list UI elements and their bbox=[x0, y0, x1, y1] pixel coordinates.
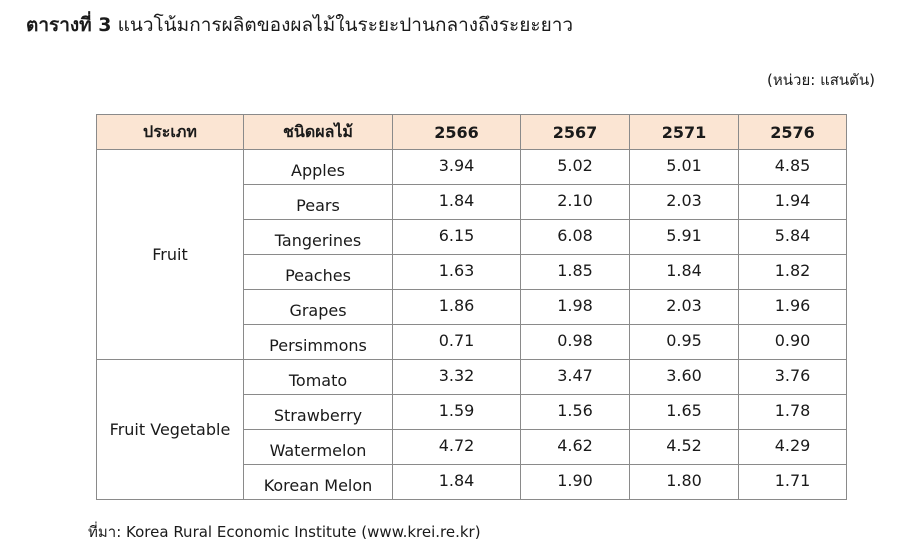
table-row: Tangerines 6.15 6.08 5.91 5.84 bbox=[97, 219, 847, 255]
value-cell: 3.47 bbox=[520, 359, 630, 395]
table-row: Fruit Apples 3.94 5.02 5.01 4.85 bbox=[96, 149, 847, 360]
value-cell: 1.63 bbox=[392, 254, 521, 290]
fruit-name-cell: Strawberry bbox=[243, 394, 393, 430]
table-title-text: แนวโน้มการผลิตของผลไม้ในระยะปานกลางถึงระ… bbox=[117, 14, 574, 36]
value-cell: 4.29 bbox=[738, 429, 847, 465]
fruit-name-cell: Tangerines bbox=[243, 219, 393, 255]
fruit-name-cell: Watermelon bbox=[243, 429, 393, 465]
header-fruit-type: ชนิดผลไม้ bbox=[243, 114, 393, 150]
value-cell: 0.98 bbox=[520, 324, 630, 360]
value-cell: 1.84 bbox=[392, 464, 521, 500]
header-category: ประเภท bbox=[96, 114, 244, 150]
table-row: Persimmons 0.71 0.98 0.95 0.90 bbox=[97, 324, 847, 360]
value-cell: 3.76 bbox=[738, 359, 847, 395]
source-note: ที่มา: Korea Rural Economic Institute (w… bbox=[88, 523, 481, 541]
value-cell: 5.02 bbox=[520, 149, 630, 185]
value-cell: 2.03 bbox=[629, 184, 739, 220]
value-cell: 5.01 bbox=[629, 149, 739, 185]
value-cell: 1.59 bbox=[392, 394, 521, 430]
value-cell: 6.08 bbox=[520, 219, 630, 255]
table-row: Korean Melon 1.84 1.90 1.80 1.71 bbox=[97, 464, 847, 500]
table-number: ตารางที่ 3 bbox=[26, 14, 112, 36]
value-cell: 0.71 bbox=[392, 324, 521, 360]
header-row: ประเภท ชนิดผลไม้ 2566 2567 2571 2576 bbox=[96, 114, 847, 150]
value-cell: 2.10 bbox=[520, 184, 630, 220]
value-cell: 3.60 bbox=[629, 359, 739, 395]
value-cell: 4.62 bbox=[520, 429, 630, 465]
table-row: Grapes 1.86 1.98 2.03 1.96 bbox=[97, 289, 847, 325]
value-cell: 1.85 bbox=[520, 254, 630, 290]
value-cell: 4.72 bbox=[392, 429, 521, 465]
table-row: Fruit Vegetable Tomato 3.32 3.47 3.60 3.76 bbox=[96, 359, 847, 500]
value-cell: 1.84 bbox=[629, 254, 739, 290]
fruit-name-cell: Persimmons bbox=[243, 324, 393, 360]
value-cell: 0.95 bbox=[629, 324, 739, 360]
value-cell: 1.90 bbox=[520, 464, 630, 500]
header-year-2567: 2567 bbox=[520, 114, 630, 150]
table-row: Peaches 1.63 1.85 1.84 1.82 bbox=[97, 254, 847, 290]
header-year-2566: 2566 bbox=[392, 114, 521, 150]
value-cell: 5.91 bbox=[629, 219, 739, 255]
category-cell: Fruit Vegetable bbox=[96, 359, 244, 500]
fruit-name-cell: Peaches bbox=[243, 254, 393, 290]
table-body: Fruit Apples 3.94 5.02 5.01 4.85 Pears 1.84 2.10… bbox=[96, 149, 847, 500]
value-cell: 1.94 bbox=[738, 184, 847, 220]
fruit-name-cell: Korean Melon bbox=[243, 464, 393, 500]
value-cell: 1.56 bbox=[520, 394, 630, 430]
value-cell: 1.84 bbox=[392, 184, 521, 220]
value-cell: 4.85 bbox=[738, 149, 847, 185]
value-cell: 1.86 bbox=[392, 289, 521, 325]
category-cell: Fruit bbox=[96, 149, 244, 360]
table-row: Pears 1.84 2.10 2.03 1.94 bbox=[97, 184, 847, 220]
unit-note: (หน่วย: แสนตัน) bbox=[767, 71, 875, 89]
value-cell: 1.98 bbox=[520, 289, 630, 325]
value-cell: 2.03 bbox=[629, 289, 739, 325]
header-year-2571: 2571 bbox=[629, 114, 739, 150]
value-cell: 3.32 bbox=[392, 359, 521, 395]
value-cell: 1.78 bbox=[738, 394, 847, 430]
value-cell: 0.90 bbox=[738, 324, 847, 360]
header-year-2576: 2576 bbox=[738, 114, 847, 150]
value-cell: 4.52 bbox=[629, 429, 739, 465]
value-cell: 3.94 bbox=[392, 149, 521, 185]
fruit-name-cell: Tomato bbox=[243, 359, 393, 395]
value-cell: 6.15 bbox=[392, 219, 521, 255]
fruit-name-cell: Pears bbox=[243, 184, 393, 220]
value-cell: 1.82 bbox=[738, 254, 847, 290]
fruit-name-cell: Apples bbox=[243, 149, 393, 185]
value-cell: 1.80 bbox=[629, 464, 739, 500]
fruit-name-cell: Grapes bbox=[243, 289, 393, 325]
value-cell: 1.65 bbox=[629, 394, 739, 430]
value-cell: 1.96 bbox=[738, 289, 847, 325]
production-trend-table: ประเภท ชนิดผลไม้ 2566 2567 2571 2576 Fru… bbox=[96, 114, 847, 500]
table-title: ตารางที่ 3 แนวโน้มการผลิตของผลไม้ในระยะป… bbox=[26, 10, 573, 40]
table-row: Strawberry 1.59 1.56 1.65 1.78 bbox=[97, 394, 847, 430]
value-cell: 1.71 bbox=[738, 464, 847, 500]
value-cell: 5.84 bbox=[738, 219, 847, 255]
